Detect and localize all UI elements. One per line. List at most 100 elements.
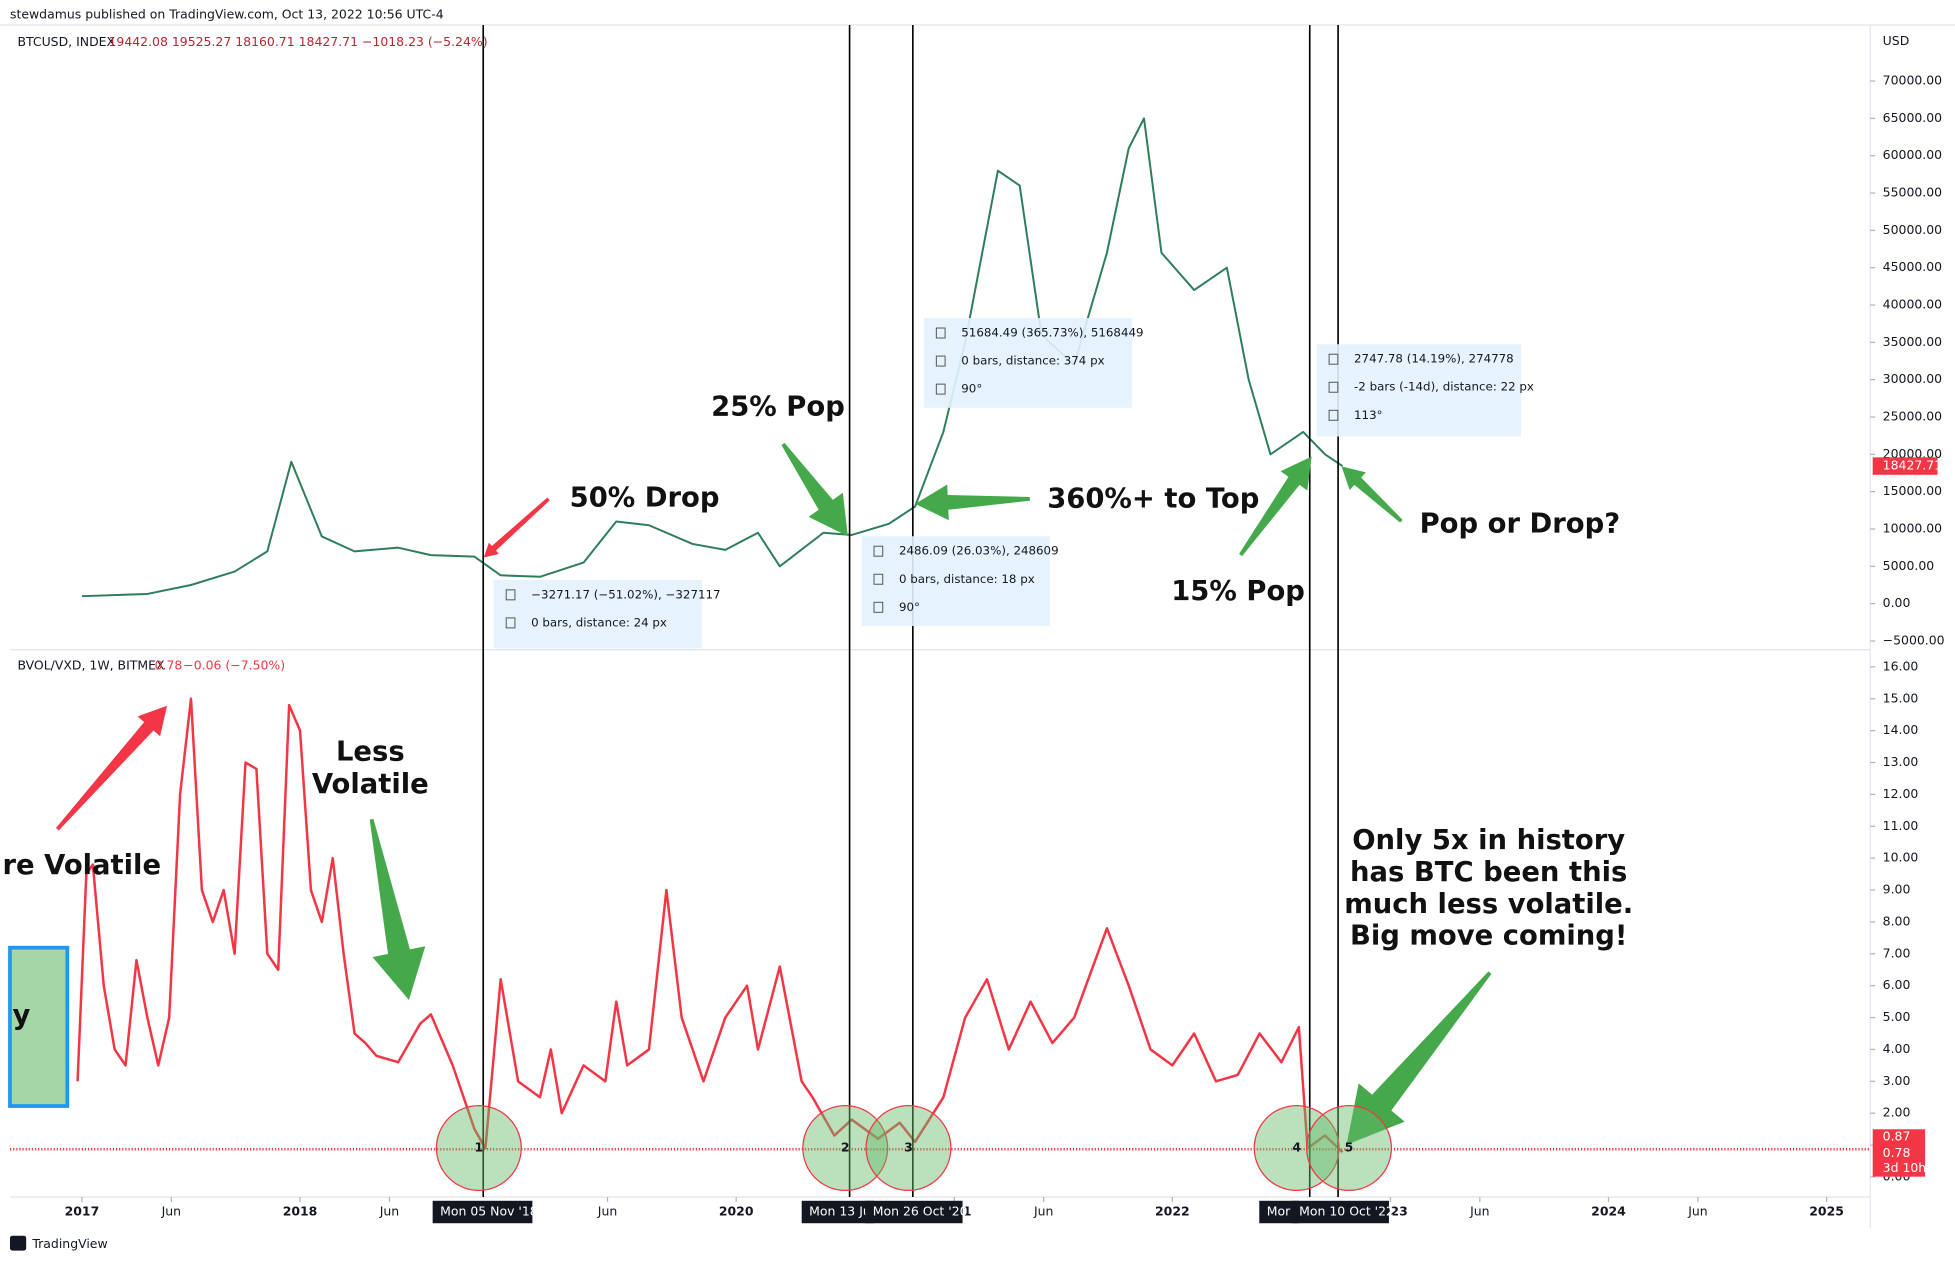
y-tick-label: 13.00 — [1883, 754, 1919, 769]
arrow — [483, 497, 550, 558]
annotation: 15% Pop — [1171, 576, 1305, 607]
countdown: 3d 10h — [1883, 1160, 1927, 1175]
plot-area — [9, 117, 1871, 1154]
y-tick-label: 20000.00 — [1883, 446, 1942, 461]
measure-text: 90° — [899, 600, 920, 614]
event-label: 4 — [1292, 1139, 1301, 1154]
x-tick-label: 2024 — [1591, 1204, 1626, 1219]
date-label: Mon 13 Ju — [809, 1204, 871, 1219]
annotation: re Volatile — [2, 850, 161, 881]
event-circle — [802, 1104, 889, 1192]
date-label-box — [865, 1200, 963, 1224]
y-tick-label: −5000.00 — [1883, 632, 1945, 647]
measure-text: -2 bars (-14d), distance: 22 px — [1354, 380, 1534, 394]
date-label-box — [801, 1200, 875, 1224]
measure-text: 51684.49 (365.73%), 5168449 — [961, 326, 1143, 340]
last-price-box — [1872, 457, 1938, 475]
y-tick-label: 60000.00 — [1883, 147, 1942, 162]
legend-title: BVOL/VXD, 1W, BITMEX — [17, 657, 165, 672]
y-tick-label: 16.00 — [1883, 658, 1919, 673]
measure-icon — [1328, 409, 1339, 421]
measure-icon — [935, 383, 946, 395]
logo — [9, 1235, 27, 1251]
y-tick-label: 11.00 — [1883, 818, 1919, 833]
measure-text: −3271.17 (−51.02%), −327117 — [531, 587, 720, 601]
legend-title: BTCUSD, INDEX — [17, 34, 115, 49]
y-tick-label: 65000.00 — [1883, 110, 1942, 125]
event-label: 3 — [904, 1139, 913, 1154]
measure-text: 113° — [1354, 408, 1383, 422]
measure-icon — [873, 573, 884, 585]
y-tick-label: 9.00 — [1883, 882, 1911, 897]
annotation: much less volatile. — [1344, 889, 1633, 920]
date-label: Mon 26 Oct '20 — [873, 1204, 968, 1219]
last-price: 18427.71 — [1883, 458, 1942, 473]
y-tick-label: 25000.00 — [1883, 409, 1942, 424]
event-circle — [435, 1104, 522, 1192]
y-tick-label: 8.00 — [1883, 913, 1911, 928]
last-vol: 0.78 — [1883, 1145, 1911, 1160]
annotation: 25% Pop — [711, 391, 845, 422]
x-tick-label: Jun — [161, 1204, 181, 1219]
annotation: Big move coming! — [1350, 921, 1627, 952]
vol-label-box — [1872, 1129, 1926, 1177]
measure-text: 90° — [961, 382, 982, 396]
y-tick-label: 10000.00 — [1883, 521, 1942, 536]
event-circle — [1305, 1104, 1393, 1192]
date-label-box — [432, 1200, 533, 1224]
annotation: 360%+ to Top — [1047, 484, 1259, 515]
event-circle — [1253, 1104, 1340, 1192]
measure-icon — [935, 355, 946, 367]
legend-change: −0.06 (−7.50%) — [183, 657, 285, 672]
series-line — [81, 117, 1344, 598]
y-tick-label: 14.00 — [1883, 722, 1919, 737]
measure-text: 0 bars, distance: 374 px — [961, 354, 1104, 368]
x-tick-label: Jun — [1687, 1204, 1707, 1219]
y-tick-label: 5000.00 — [1883, 558, 1935, 573]
annotation: Pop or Drop? — [1420, 509, 1621, 540]
annotation: Less — [336, 737, 405, 768]
annotation: Only 5x in history — [1352, 825, 1625, 856]
y-tick-label: 45000.00 — [1883, 259, 1942, 274]
y-tick-label: 70000.00 — [1883, 73, 1942, 88]
x-tick-label: Jun — [379, 1204, 399, 1219]
arrow — [1346, 971, 1492, 1145]
measure-text: 2486.09 (26.03%), 248609 — [899, 544, 1059, 558]
measure-box — [923, 318, 1133, 408]
x-tick-label: Jun — [597, 1204, 617, 1219]
arrow — [55, 705, 168, 831]
measure-icon — [1328, 353, 1339, 365]
annotation: y — [12, 1000, 30, 1031]
measure-icon — [873, 601, 884, 613]
y-tick-label: 10.00 — [1883, 850, 1919, 865]
measure-icon — [1328, 381, 1339, 393]
measure-box — [493, 579, 702, 649]
note-box — [8, 945, 70, 1108]
x-tick-label: 2020 — [719, 1204, 754, 1219]
measure-icon — [505, 589, 516, 601]
date-label: Mor — [1267, 1204, 1291, 1219]
y-tick-label: 7.00 — [1883, 945, 1911, 960]
measure-box — [861, 536, 1050, 627]
y-tick-label: 5.00 — [1883, 1009, 1911, 1024]
x-tick-label: Jun — [1469, 1204, 1489, 1219]
y-tick-label: 4.00 — [1883, 1041, 1911, 1056]
currency: USD — [1883, 33, 1910, 48]
measure-text: 0 bars, distance: 18 px — [899, 572, 1035, 586]
arrow — [915, 484, 1030, 521]
date-label-box — [1259, 1200, 1300, 1224]
arrow — [781, 442, 848, 537]
y-tick-label: 12.00 — [1883, 786, 1919, 801]
measure-box — [1316, 344, 1522, 437]
measure-text: 2747.78 (14.19%), 274778 — [1354, 352, 1514, 366]
event-label: 1 — [475, 1139, 484, 1154]
y-tick-label: 2.00 — [1883, 1105, 1911, 1120]
arrow — [369, 818, 426, 1001]
legend-last: 0.78 — [155, 657, 183, 672]
date-label-box — [1291, 1200, 1389, 1224]
legend-values: 19442.08 19525.27 18160.71 18427.71 −101… — [108, 34, 487, 49]
x-tick-label: Jun — [1033, 1204, 1053, 1219]
brand: TradingView — [31, 1236, 107, 1251]
x-tick-label: 2017 — [65, 1204, 100, 1219]
